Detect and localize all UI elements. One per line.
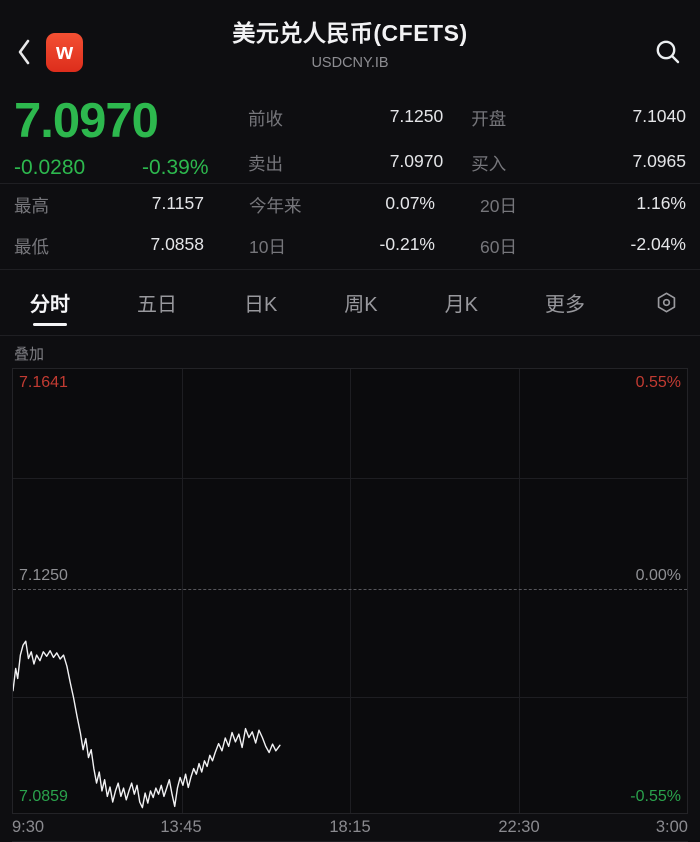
horizontal-gridline [13, 697, 687, 698]
stat-value: 7.0858 [150, 234, 204, 254]
chart-period-tabs: 分时 五日 日K 周K 月K 更多 [0, 270, 700, 336]
price-block: 7.0970 -0.0280 -0.39% [14, 94, 248, 183]
stat-10d: 10日 -0.21% [249, 234, 435, 259]
stat-value: 1.16% [636, 193, 686, 213]
y-label-high-pct: 0.55% [635, 374, 681, 391]
field-label: 前收 [248, 109, 283, 129]
tab-daily-k[interactable]: 日K [244, 270, 277, 335]
y-label-low-pct: -0.55% [630, 788, 681, 805]
tab-weekly-k[interactable]: 周K [344, 270, 377, 335]
y-label-mid-pct: 0.00% [635, 567, 681, 584]
stat-value: 7.1157 [151, 193, 204, 213]
stat-high: 最高 7.1157 [14, 193, 204, 218]
vertical-gridline [518, 369, 520, 813]
tab-5day[interactable]: 五日 [137, 270, 177, 335]
field-label: 买入 [471, 154, 507, 174]
active-tab-underline [33, 322, 67, 326]
field-value: 7.1250 [389, 106, 444, 126]
overlay-row: 叠加 [0, 336, 700, 368]
field-value: 7.0970 [389, 151, 444, 171]
stat-ytd: 今年来 0.07% [249, 193, 435, 218]
stat-label: 60日 [480, 237, 517, 257]
stat-label: 最高 [14, 196, 49, 216]
tab-more[interactable]: 更多 [545, 270, 585, 335]
stats-section: 最高 7.1157 今年来 0.07% 20日 1.16% 最低 7.0858 … [0, 184, 700, 269]
field-label: 开盘 [471, 109, 507, 129]
page-title: 美元兑人民币(CFETS) [232, 20, 468, 46]
stat-60d: 60日 -2.04% [480, 234, 686, 259]
stat-label: 最低 [14, 237, 49, 257]
prev-close-dashed-line [13, 589, 687, 590]
logo-letter: w [55, 38, 74, 64]
last-price: 7.0970 [14, 94, 159, 148]
tab-intraday[interactable]: 分时 [30, 270, 70, 335]
stat-value: -2.04% [630, 234, 686, 254]
x-tick: 13:45 [160, 818, 202, 836]
stat-label: 10日 [249, 237, 286, 257]
tab-label: 更多 [544, 294, 585, 316]
horizontal-gridline [13, 478, 687, 479]
field-label: 卖出 [248, 154, 283, 174]
tab-label: 日K [243, 294, 278, 316]
price-change-pct: -0.39% [142, 156, 209, 180]
vertical-gridline [350, 369, 351, 813]
field-value: 7.0965 [632, 151, 686, 171]
field-ask: 卖出 7.0970 [248, 151, 443, 176]
instrument-code: USDCNY.IB [311, 55, 389, 71]
stat-20d: 20日 1.16% [480, 193, 686, 218]
tab-label: 五日 [136, 294, 177, 316]
stat-label: 今年来 [249, 196, 302, 216]
header: w 美元兑人民币(CFETS) USDCNY.IB [0, 0, 700, 86]
x-tick: 3:00 [655, 818, 688, 836]
tab-label: 周K [344, 294, 378, 316]
search-button[interactable] [654, 38, 684, 68]
field-open: 开盘 7.1040 [471, 106, 686, 131]
y-label-low-price: 7.0859 [19, 788, 68, 805]
stat-label: 20日 [480, 196, 517, 216]
tab-label: 月K [444, 294, 478, 316]
overlay-button[interactable]: 叠加 [14, 346, 45, 363]
quote-section: 7.0970 -0.0280 -0.39% 前收 7.1250 开盘 7.104… [0, 86, 700, 183]
x-tick: 22:30 [498, 818, 540, 836]
x-tick: 9:30 [12, 818, 45, 836]
field-bid: 买入 7.0965 [471, 151, 686, 176]
chart-settings-button[interactable] [652, 288, 682, 318]
divider [0, 183, 700, 184]
y-label-mid-price: 7.1250 [19, 567, 68, 584]
tab-monthly-k[interactable]: 月K [445, 270, 478, 335]
back-button[interactable] [16, 38, 36, 68]
wind-app-logo[interactable]: w [46, 33, 83, 72]
intraday-chart[interactable]: 7.1641 0.55% 7.1250 0.00% 7.0859 -0.55% [12, 368, 688, 814]
change-row: -0.0280 -0.39% [14, 156, 248, 180]
x-axis: 9:30 13:45 18:15 22:30 3:00 [12, 817, 688, 842]
price-change: -0.0280 [14, 156, 86, 180]
stat-low: 最低 7.0858 [14, 234, 204, 259]
tab-label: 分时 [30, 294, 70, 316]
quote-fields: 前收 7.1250 开盘 7.1040 卖出 7.0970 买入 7.0965 [248, 96, 686, 183]
chevron-left-icon [18, 39, 30, 65]
field-value: 7.1040 [632, 106, 686, 126]
x-tick: 18:15 [329, 818, 371, 836]
stat-value: -0.21% [379, 234, 435, 254]
price-line-svg [13, 640, 281, 809]
hexagon-settings-icon [658, 292, 676, 313]
stat-value: 0.07% [385, 193, 435, 213]
search-icon [656, 40, 680, 64]
y-label-high-price: 7.1641 [19, 374, 68, 391]
vertical-gridline [181, 369, 183, 813]
divider [0, 269, 700, 270]
field-prev-close: 前收 7.1250 [248, 106, 443, 131]
